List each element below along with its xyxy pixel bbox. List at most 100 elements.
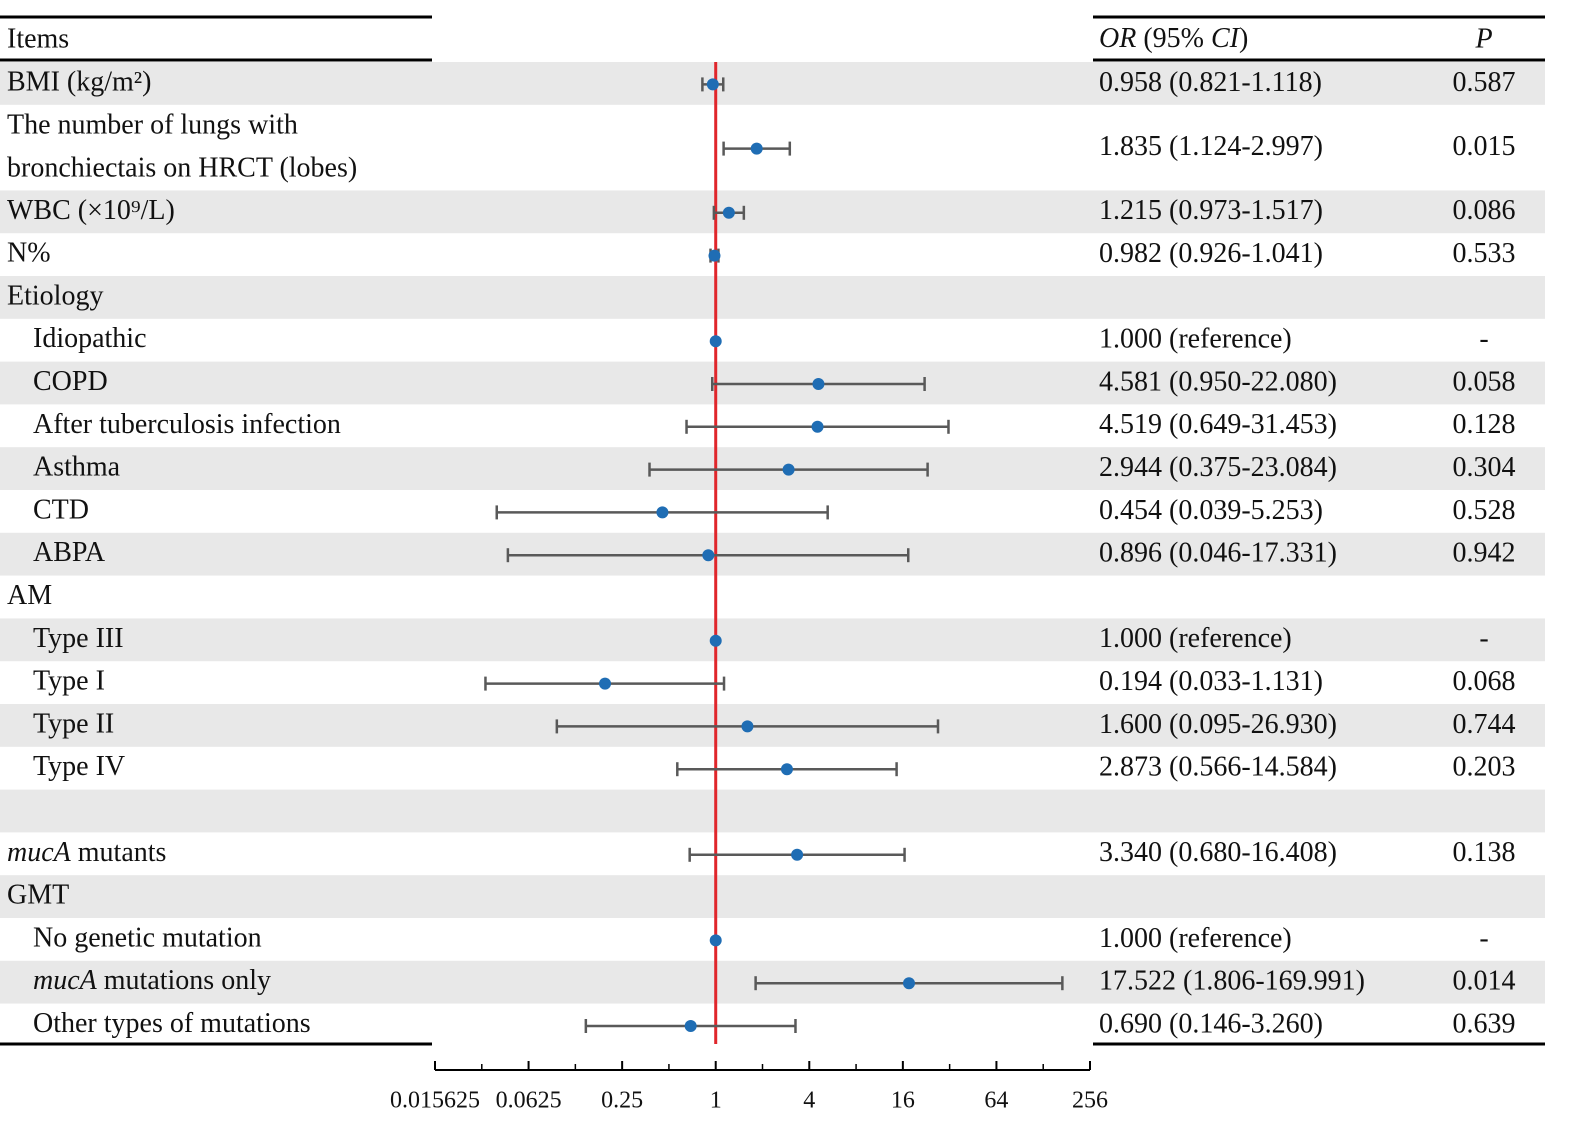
x-tick-label: 0.0625: [496, 1088, 562, 1114]
row-label: Type IV: [33, 752, 125, 783]
row-label-text: ABPA: [33, 538, 106, 569]
row-label-text: No genetic mutation: [33, 923, 262, 954]
ci-header-part: ): [1239, 23, 1248, 54]
row-label-text: Type IV: [33, 752, 125, 783]
p-value: 0.086: [1453, 195, 1516, 226]
row-label-text: Type II: [33, 709, 114, 740]
or-ci: 1.600 (0.095-26.930): [1099, 709, 1337, 740]
or-ci: 0.690 (0.146-3.260): [1099, 1008, 1323, 1039]
row-label: Type I: [33, 666, 105, 697]
row-label: No genetic mutation: [33, 923, 262, 954]
or-ci: 0.958 (0.821-1.118): [1099, 67, 1322, 98]
row-label-text: Type I: [33, 666, 105, 697]
row-label-text: BMI (kg/m²): [7, 67, 152, 98]
row-label: bronchiectais on HRCT (lobes): [7, 152, 357, 183]
row-label: After tuberculosis infection: [33, 409, 341, 440]
row-label: BMI (kg/m²): [7, 67, 152, 98]
row-label: N%: [7, 238, 51, 269]
or-point: [750, 142, 763, 155]
row-label-text: Idiopathic: [33, 324, 147, 355]
or-point: [599, 677, 612, 690]
or-point: [702, 549, 715, 562]
row-label-text: AM: [7, 580, 52, 611]
or-point: [780, 763, 793, 776]
x-tick-label: 0.25: [601, 1088, 643, 1114]
row-shade: [0, 276, 1545, 319]
p-value: 0.058: [1453, 366, 1516, 397]
row-label-text: After tuberculosis infection: [33, 409, 341, 440]
p-value: 0.015: [1453, 131, 1516, 162]
p-value: 0.942: [1453, 538, 1516, 569]
x-tick-label: 0.015625: [390, 1088, 480, 1114]
or-ci: 3.340 (0.680-16.408): [1099, 837, 1337, 868]
row-label-italic: mucA: [33, 966, 98, 997]
x-tick-label: 4: [803, 1088, 815, 1114]
ci-header: OR (95% CI): [1099, 23, 1248, 54]
or-point: [709, 934, 722, 947]
p-value: 0.304: [1453, 452, 1516, 483]
row-label: ABPA: [33, 538, 106, 569]
row-label: GMT: [7, 880, 69, 911]
or-point: [708, 249, 721, 262]
row-label: Other types of mutations: [33, 1008, 311, 1039]
ci-header-part: CI: [1211, 23, 1241, 54]
or-ci: 4.581 (0.950-22.080): [1099, 366, 1337, 397]
x-tick-label: 64: [984, 1088, 1008, 1114]
or-ci: 1.000 (reference): [1099, 923, 1292, 954]
or-ci: 1.215 (0.973-1.517): [1099, 195, 1323, 226]
row-shade: [0, 789, 1545, 833]
row-label: Etiology: [7, 281, 103, 312]
row-label-text: mutations only: [97, 966, 271, 997]
row-label: mucA mutants: [7, 837, 166, 868]
or-ci: 2.944 (0.375-23.084): [1099, 452, 1337, 483]
row-label-text: Other types of mutations: [33, 1008, 311, 1039]
p-value: 0.528: [1453, 495, 1516, 526]
or-point: [902, 977, 915, 990]
or-point: [812, 378, 825, 390]
row-label-text: GMT: [7, 880, 69, 911]
or-ci: 17.522 (1.806-169.991): [1099, 966, 1365, 997]
items-header: Items: [7, 23, 69, 54]
row-shade: [0, 190, 1545, 234]
or-ci: 1.000 (reference): [1099, 324, 1292, 355]
x-tick-label: 1: [710, 1088, 722, 1114]
or-ci: 2.873 (0.566-14.584): [1099, 752, 1337, 783]
or-point: [741, 720, 754, 733]
or-ci: 0.194 (0.033-1.131): [1099, 666, 1323, 697]
or-point: [706, 78, 719, 91]
p-header: P: [1474, 23, 1492, 54]
row-label: AM: [7, 580, 52, 611]
p-value: -: [1479, 623, 1488, 654]
ci-header-part: OR: [1099, 23, 1136, 54]
or-point: [722, 206, 735, 219]
p-value: 0.128: [1453, 409, 1516, 440]
or-ci: 0.896 (0.046-17.331): [1099, 538, 1337, 569]
row-label-text: CTD: [33, 495, 89, 526]
or-ci: 4.519 (0.649-31.453): [1099, 409, 1337, 440]
or-point: [709, 634, 722, 647]
row-label: CTD: [33, 495, 89, 526]
or-point: [709, 335, 722, 348]
row-label-text: COPD: [33, 366, 108, 397]
ci-header-part: (95%: [1136, 23, 1211, 54]
x-tick-label: 16: [891, 1088, 915, 1114]
p-value: 0.138: [1453, 837, 1516, 868]
p-value: -: [1479, 324, 1488, 355]
row-label-text: N%: [7, 238, 51, 269]
or-point: [791, 848, 804, 861]
or-point: [782, 463, 795, 476]
row-label: Asthma: [33, 452, 121, 483]
row-shade: [0, 618, 1545, 662]
row-label: Type II: [33, 709, 114, 740]
or-point: [656, 506, 669, 519]
row-label-text: Type III: [33, 623, 124, 654]
p-value: 0.533: [1453, 238, 1516, 269]
p-value: 0.203: [1453, 752, 1516, 783]
or-ci: 1.000 (reference): [1099, 623, 1292, 654]
p-value: 0.068: [1453, 666, 1516, 697]
row-label: Type III: [33, 623, 124, 654]
or-point: [684, 1020, 697, 1032]
x-tick-label: 256: [1072, 1088, 1108, 1114]
p-value: 0.639: [1453, 1008, 1516, 1039]
